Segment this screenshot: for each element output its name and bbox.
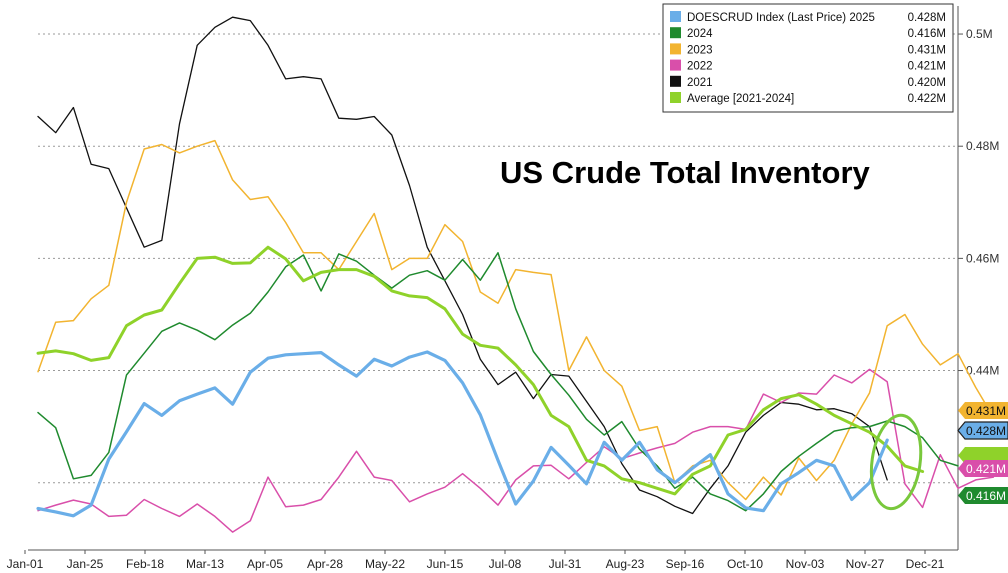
series-line-0 bbox=[36, 350, 889, 518]
legend-value: 0.428M bbox=[908, 12, 946, 24]
legend-swatch bbox=[670, 27, 681, 39]
legend-label: DOESCRUD Index (Last Price) 2025 bbox=[687, 12, 875, 24]
y-tick-label: 0.44M bbox=[966, 364, 999, 378]
x-tick-label: Apr-05 bbox=[247, 557, 283, 571]
highlight-ellipse bbox=[869, 413, 923, 511]
legend-swatch bbox=[670, 43, 681, 55]
legend-swatch bbox=[670, 11, 681, 22]
legend-label: 2023 bbox=[687, 44, 713, 56]
x-ticks: Jan-01 Jan-25 Feb-18 Mar-13 Apr-05 Apr-28 May-… bbox=[7, 550, 945, 571]
x-tick-label: Sep-16 bbox=[666, 557, 705, 571]
x-tick-label: Nov-27 bbox=[846, 557, 885, 571]
value-badge bbox=[958, 460, 1008, 477]
x-tick-label: Oct-10 bbox=[727, 557, 763, 571]
value-badge bbox=[958, 402, 1008, 419]
series-line-2 bbox=[37, 139, 995, 501]
value-badge bbox=[957, 421, 1008, 440]
x-tick-label: Mar-13 bbox=[186, 557, 224, 571]
x-tick-label: May-22 bbox=[365, 557, 405, 571]
x-tick-label: Jan-25 bbox=[67, 557, 104, 571]
value-badge bbox=[958, 447, 1008, 464]
value-badge-label: 0.431M bbox=[966, 404, 1006, 418]
value-badge-label: 0.416M bbox=[966, 489, 1006, 503]
x-tick-label: Jul-08 bbox=[489, 557, 522, 571]
legend-swatch bbox=[670, 92, 681, 103]
y-tick-label: 0.48M bbox=[966, 139, 999, 153]
legend-label: Average [2021-2024] bbox=[687, 93, 794, 105]
series-line-4 bbox=[37, 16, 888, 515]
legend-swatch bbox=[670, 75, 681, 87]
legend-label: 2022 bbox=[687, 61, 713, 73]
legend-value: 0.421M bbox=[908, 61, 946, 73]
x-tick-label: Apr-28 bbox=[307, 557, 343, 571]
legend-swatch bbox=[670, 59, 681, 71]
x-tick-label: Jul-31 bbox=[549, 557, 582, 571]
series-line-3 bbox=[37, 368, 995, 533]
x-tick-label: Nov-03 bbox=[786, 557, 825, 571]
value-badge bbox=[958, 487, 1008, 504]
axes bbox=[28, 6, 959, 551]
highlight-ellipse-group bbox=[869, 413, 923, 511]
y-tick-label: 0.46M bbox=[966, 251, 999, 265]
x-tick-label: Feb-18 bbox=[126, 557, 164, 571]
chart-title: US Crude Total Inventory bbox=[500, 155, 871, 190]
legend-value: 0.420M bbox=[908, 77, 946, 89]
legend-box bbox=[662, 3, 954, 113]
x-tick-label: Dec-21 bbox=[906, 557, 945, 571]
x-tick-label: Aug-23 bbox=[606, 557, 645, 571]
legend-value: 0.422M bbox=[908, 93, 946, 105]
series-line-1 bbox=[37, 252, 959, 512]
value-badge-label: 0.421M bbox=[966, 462, 1006, 476]
legend: DOESCRUD Index (Last Price) 2025 0.428M 20… bbox=[662, 3, 954, 113]
x-tick-label: Jan-01 bbox=[7, 557, 44, 571]
series-lines bbox=[36, 16, 995, 533]
y-ticks: 0.44M 0.46M 0.48M 0.5M bbox=[958, 27, 999, 378]
value-badge-label: 0.428M bbox=[966, 424, 1006, 438]
value-badges: 0.431M 0.428M 0.421M 0.416M bbox=[957, 402, 1008, 504]
legend-value: 0.416M bbox=[908, 28, 946, 40]
legend-label: 2021 bbox=[687, 77, 713, 89]
y-tick-label: 0.5M bbox=[966, 27, 993, 41]
legend-value: 0.431M bbox=[908, 44, 946, 56]
series-line-5 bbox=[36, 245, 925, 496]
legend-label: 2024 bbox=[687, 28, 713, 40]
x-tick-label: Jun-15 bbox=[427, 557, 464, 571]
